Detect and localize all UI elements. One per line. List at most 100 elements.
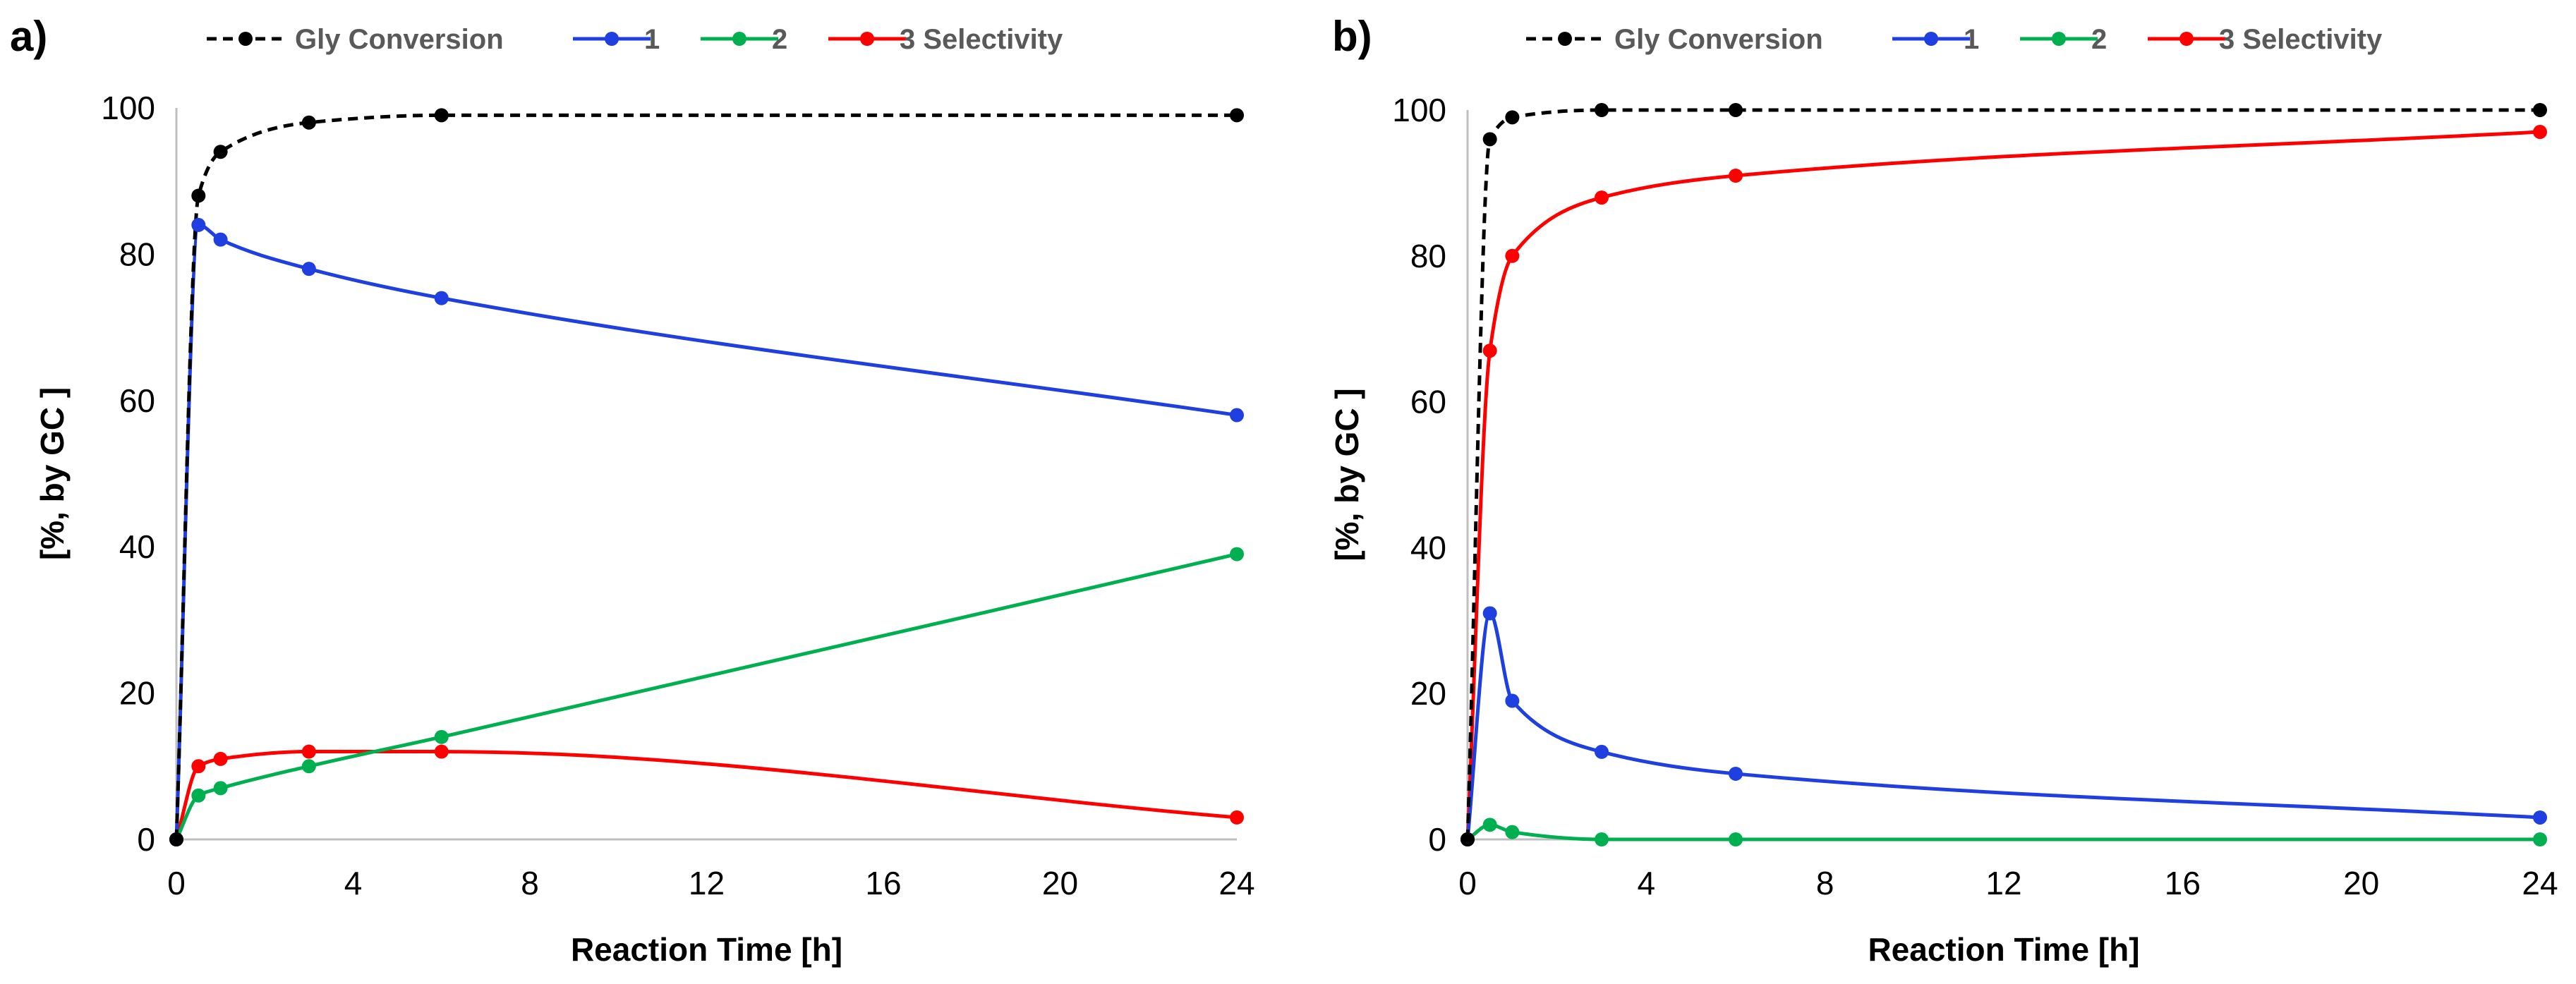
- legend-marker-2: [732, 32, 746, 46]
- legend-label-gly-conversion: Gly Conversion: [295, 24, 504, 55]
- data-point-gly-conversion: [301, 115, 316, 130]
- y-tick-label: 80: [1410, 238, 1446, 274]
- y-tick-label: 20: [119, 675, 155, 712]
- data-point-gly-conversion: [169, 832, 183, 846]
- data-point-gly-conversion: [1729, 103, 1743, 117]
- series-line-2: [174, 552, 1238, 841]
- data-point-2: [1482, 818, 1497, 832]
- data-point-3-selectivity: [1505, 248, 1520, 263]
- x-tick-label: 8: [521, 865, 539, 901]
- series-line-1: [174, 223, 1238, 840]
- legend-label-2: 2: [2091, 24, 2107, 55]
- series-line-gly-conversion: [174, 113, 1237, 840]
- panel-label: a): [10, 13, 47, 60]
- x-tick-label: 8: [1816, 865, 1834, 901]
- x-tick-label: 16: [2165, 865, 2201, 901]
- x-tick-label: 0: [1458, 865, 1477, 901]
- legend-marker-3-selectivity: [2179, 32, 2194, 46]
- x-tick-label: 4: [344, 865, 363, 901]
- x-axis-title: Reaction Time [h]: [1868, 931, 2139, 968]
- x-axis-title: Reaction Time [h]: [571, 931, 842, 968]
- legend-marker-1: [1924, 32, 1938, 46]
- data-point-3-selectivity: [434, 744, 449, 759]
- data-point-1: [434, 291, 449, 305]
- x-tick-label: 16: [865, 865, 901, 901]
- data-point-2: [301, 759, 316, 774]
- data-point-gly-conversion: [191, 188, 206, 203]
- data-point-1: [2533, 810, 2547, 825]
- data-point-2: [2533, 832, 2547, 846]
- data-point-3-selectivity: [213, 751, 228, 766]
- y-tick-label: 60: [119, 382, 155, 419]
- legend-marker-2: [2052, 32, 2066, 46]
- legend-label-3-selectivity: 3 Selectivity: [900, 24, 1063, 55]
- data-point-3-selectivity: [2533, 125, 2547, 140]
- data-point-gly-conversion: [1230, 108, 1244, 123]
- data-point-1: [191, 217, 206, 232]
- legend-marker-3-selectivity: [860, 32, 874, 46]
- legend-label-gly-conversion: Gly Conversion: [1614, 24, 1823, 55]
- data-point-gly-conversion: [213, 145, 228, 159]
- legend-marker-1: [605, 32, 619, 46]
- data-point-1: [301, 262, 316, 277]
- data-point-2: [1230, 547, 1244, 561]
- y-tick-label: 0: [1428, 821, 1446, 858]
- data-point-3-selectivity: [1595, 190, 1609, 205]
- series-line-3-selectivity: [174, 750, 1238, 840]
- data-point-gly-conversion: [1505, 110, 1520, 125]
- x-tick-label: 20: [2343, 865, 2379, 901]
- y-axis-title: [%, by GC ]: [1329, 388, 1365, 561]
- y-tick-label: 40: [1410, 529, 1446, 566]
- data-point-3-selectivity: [1482, 344, 1497, 358]
- y-tick-label: 100: [101, 90, 155, 126]
- data-point-2: [213, 781, 228, 796]
- data-point-1: [1729, 766, 1743, 781]
- y-tick-label: 100: [1392, 92, 1446, 128]
- x-tick-label: 12: [689, 865, 725, 901]
- data-point-gly-conversion: [434, 108, 449, 123]
- data-point-2: [1729, 832, 1743, 846]
- x-tick-label: 4: [1638, 865, 1656, 901]
- legend-label-2: 2: [772, 24, 787, 55]
- data-point-1: [1230, 408, 1244, 423]
- legend-label-1: 1: [1964, 24, 1979, 55]
- data-point-gly-conversion: [1482, 132, 1497, 147]
- y-tick-label: 60: [1410, 384, 1446, 420]
- legend-marker-gly-conversion: [238, 32, 253, 46]
- y-tick-label: 80: [119, 236, 155, 272]
- x-tick-label: 0: [167, 865, 186, 901]
- data-point-2: [434, 729, 449, 744]
- y-tick-label: 0: [137, 821, 155, 858]
- data-point-2: [191, 788, 206, 803]
- panel-label: b): [1332, 13, 1372, 60]
- series-line-2: [1466, 822, 2540, 842]
- x-tick-label: 24: [1219, 865, 1254, 901]
- data-point-3-selectivity: [1230, 810, 1244, 825]
- data-point-1: [1482, 606, 1497, 621]
- y-tick-label: 20: [1410, 675, 1446, 712]
- y-tick-label: 40: [119, 528, 155, 565]
- legend-marker-gly-conversion: [1558, 32, 1572, 46]
- x-tick-label: 24: [2522, 865, 2558, 901]
- y-axis-title: [%, by GC ]: [34, 387, 71, 560]
- data-point-2: [1505, 825, 1520, 839]
- series-line-gly-conversion: [1465, 108, 2540, 840]
- data-point-gly-conversion: [1461, 832, 1475, 846]
- data-point-3-selectivity: [1729, 169, 1743, 183]
- data-point-2: [1595, 832, 1609, 846]
- data-point-3-selectivity: [191, 759, 206, 774]
- data-point-1: [1595, 744, 1609, 759]
- data-point-3-selectivity: [301, 744, 316, 759]
- x-tick-label: 12: [1985, 865, 2021, 901]
- series-line-1: [1465, 611, 2541, 840]
- data-point-1: [213, 232, 228, 247]
- legend-label-1: 1: [644, 24, 660, 55]
- series-line-3-selectivity: [1465, 130, 2541, 840]
- data-point-gly-conversion: [2533, 103, 2547, 117]
- data-point-1: [1505, 693, 1520, 708]
- data-point-gly-conversion: [1595, 103, 1609, 117]
- legend-label-3-selectivity: 3 Selectivity: [2219, 24, 2383, 55]
